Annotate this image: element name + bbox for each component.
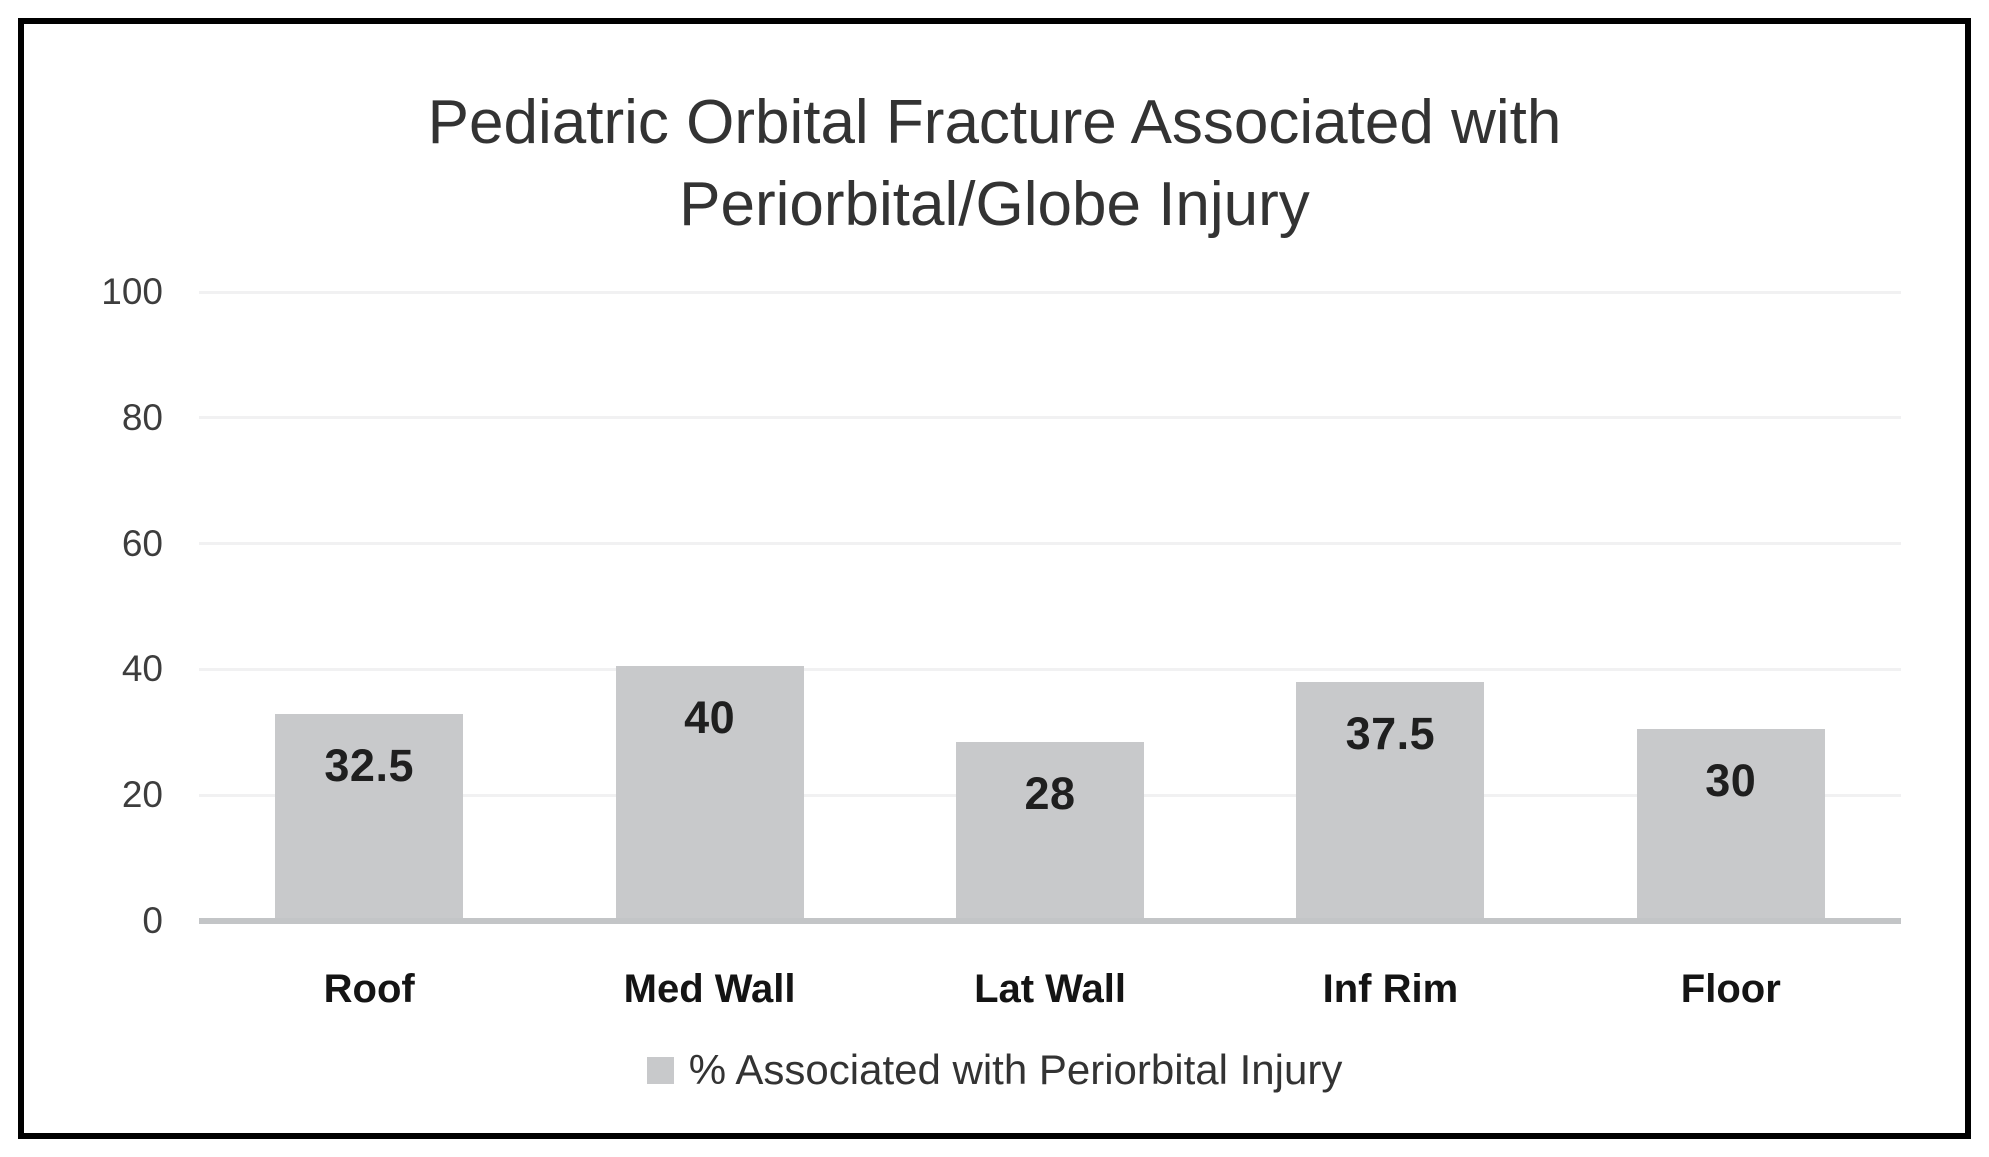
bar: 28 [956,741,1144,918]
plot-area: 0 20 40 60 80 100 32.5 Roof 40 Med Wall 28 Lat Wall… [101,271,1901,1011]
legend-label: % Associated with Periorbital Injury [688,1046,1343,1093]
gridline [199,667,1901,671]
x-axis-category-label: Roof [323,967,415,1011]
bar: 32.5 [275,713,464,918]
y-axis-tick-label: 80 [121,396,163,438]
bar: 30 [1636,729,1825,918]
y-axis-tick-label: 20 [121,774,163,816]
x-axis-baseline [199,918,1901,924]
bar-value-label: 37.5 [1345,708,1436,760]
y-axis-tick-label: 100 [101,271,163,312]
chart-title-container: Pediatric Orbital Fracture Associated wi… [24,82,1965,246]
y-axis-tick-label: 40 [121,648,163,690]
y-axis-tick-label: 0 [142,900,163,941]
chart-frame-border: Pediatric Orbital Fracture Associated wi… [18,18,1971,1139]
gridline [199,416,1901,420]
bar-value-label: 40 [684,692,736,744]
gridline [199,542,1901,546]
bar: 40 [615,666,804,918]
bar-value-label: 28 [1024,767,1076,819]
x-axis-category-label: Med Wall [623,967,796,1011]
x-axis-category-label: Lat Wall [974,967,1126,1011]
y-axis-tick-label: 60 [121,522,163,564]
x-axis-category-label: Floor [1680,967,1781,1011]
chart-title: Pediatric Orbital Fracture Associated wi… [427,88,1562,239]
bar: 37.5 [1296,682,1485,918]
x-axis-category-label: Inf Rim [1322,967,1459,1011]
legend-swatch-icon [646,1056,674,1084]
legend: % Associated with Periorbital Injury [24,1046,1965,1094]
bar-value-label: 30 [1705,755,1757,807]
gridline [199,290,1901,294]
bar-value-label: 32.5 [324,739,414,791]
